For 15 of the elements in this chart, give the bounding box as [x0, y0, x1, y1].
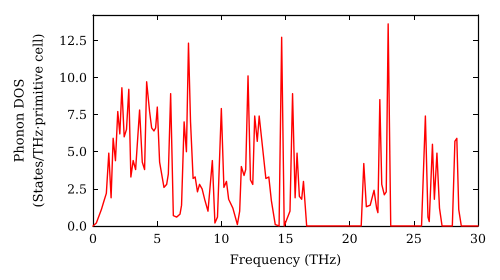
x-tick-label: 5 [153, 231, 162, 246]
y-tick-label: 0.0 [67, 218, 88, 234]
y-tick-label: 10.0 [59, 70, 88, 85]
x-tick-label: 15 [278, 231, 294, 246]
x-tick-label: 25 [406, 231, 422, 246]
x-tick-label: 10 [213, 231, 230, 246]
y-tick-label: 5.0 [67, 144, 88, 160]
x-axis-title: Frequency (THz) [230, 253, 342, 268]
y-tick-label: 7.5 [67, 107, 87, 122]
x-tick-label: 20 [342, 231, 358, 246]
y-tick-label: 12.5 [59, 32, 87, 48]
y-tick-label: 2.5 [67, 181, 87, 196]
x-tick-label: 30 [470, 231, 486, 246]
y-axis-title: Phonon DOS (States/THz·primitive cell) [12, 33, 46, 208]
x-tick-label: 0 [89, 231, 98, 246]
